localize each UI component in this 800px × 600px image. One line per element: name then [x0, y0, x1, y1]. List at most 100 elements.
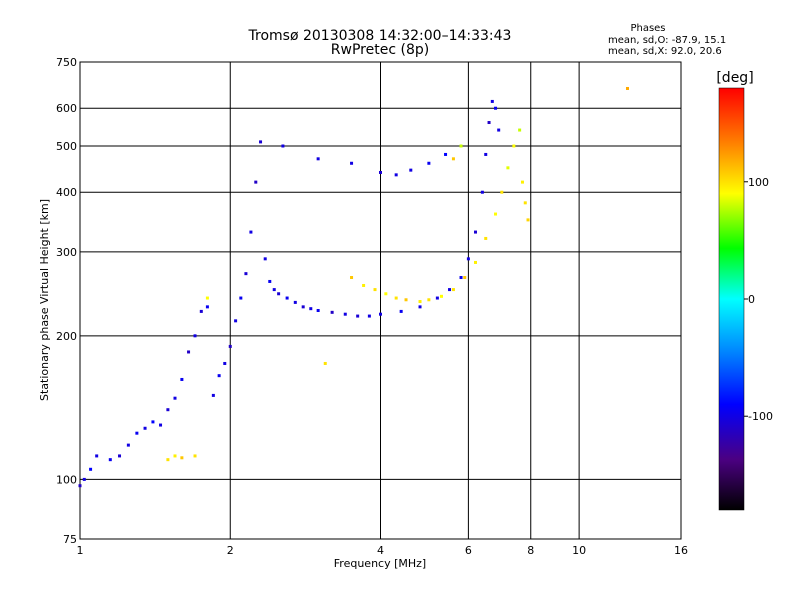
data-point-o — [272, 288, 276, 292]
data-point-x — [520, 180, 524, 184]
data-point-o — [249, 230, 253, 234]
data-point-o — [268, 279, 272, 283]
data-point-o — [497, 128, 501, 132]
data-point-o — [187, 350, 191, 354]
data-point-o — [293, 300, 297, 304]
x-tick-label: 8 — [527, 544, 534, 557]
data-point-x — [625, 86, 629, 90]
data-point-o — [151, 420, 155, 424]
stats-line-x: mean, sd,X: 92.0, 20.6 — [608, 46, 722, 57]
y-tick-label: 750 — [56, 56, 77, 69]
data-point-o — [330, 310, 334, 314]
data-point-o — [180, 377, 184, 381]
data-point-o — [435, 296, 439, 300]
y-axis-label: Stationary phase Virtual Height [km] — [38, 199, 51, 401]
stats-line-o: mean, sd,O: -87.9, 15.1 — [608, 35, 726, 46]
data-point-x — [512, 144, 516, 148]
data-point-x — [166, 458, 170, 462]
data-point-x — [373, 288, 377, 292]
y-tick-label: 400 — [56, 186, 77, 199]
data-point-o — [263, 257, 267, 261]
data-point-x — [484, 236, 488, 240]
x-tick-label: 4 — [377, 544, 384, 557]
chart-subtitle: RwPretec (8p) — [331, 42, 429, 58]
data-point-x — [518, 128, 522, 132]
plot-frame — [79, 61, 682, 540]
data-point-o — [259, 140, 263, 144]
data-point-x — [463, 276, 467, 280]
data-point-o — [281, 144, 285, 148]
colorbar-tick-label: 100 — [748, 176, 769, 189]
data-point-x — [494, 212, 498, 216]
data-point-o — [108, 458, 112, 462]
data-point-x — [451, 157, 455, 161]
data-point-o — [343, 312, 347, 316]
data-point-o — [448, 288, 452, 292]
data-point-x — [523, 201, 527, 205]
y-tick-label: 500 — [56, 140, 77, 153]
data-point-o — [89, 467, 93, 471]
x-tick-label: 1 — [77, 544, 84, 557]
data-point-o — [409, 168, 413, 172]
data-point-o — [444, 152, 448, 156]
data-point-o — [379, 170, 382, 174]
data-point-o — [135, 431, 139, 435]
data-point-o — [418, 305, 422, 309]
data-point-o — [399, 309, 403, 313]
y-tick-label: 600 — [56, 102, 77, 115]
data-point-o — [484, 152, 488, 156]
data-point-o — [494, 106, 498, 110]
data-point-o — [490, 99, 494, 103]
data-point-x — [404, 298, 408, 302]
data-point-x — [193, 454, 197, 458]
data-point-o — [379, 312, 382, 316]
grid-layer — [80, 62, 681, 539]
data-point-o — [199, 309, 203, 313]
x-tick-label: 6 — [465, 544, 472, 557]
data-point-o — [159, 423, 163, 427]
data-point-o — [254, 180, 258, 184]
colorbar-unit-label: [deg] — [716, 70, 753, 86]
colorbar — [718, 87, 745, 511]
data-point-o — [466, 257, 470, 261]
data-points — [78, 86, 629, 488]
data-point-x — [350, 276, 354, 280]
colorbar-tick-label: 0 — [748, 293, 755, 306]
data-point-o — [82, 477, 86, 481]
y-tick-label: 75 — [63, 533, 77, 546]
y-tick-label: 100 — [56, 473, 77, 486]
data-point-o — [166, 408, 170, 412]
data-point-o — [173, 396, 177, 400]
data-point-o — [78, 484, 82, 488]
data-point-o — [239, 296, 243, 300]
data-point-x — [440, 294, 444, 298]
data-point-o — [480, 190, 484, 194]
chart-title: Tromsø 20130308 14:32:00–14:33:43 — [248, 28, 512, 44]
y-tick-label: 300 — [56, 246, 77, 259]
data-point-x — [418, 300, 422, 304]
data-point-x — [205, 296, 209, 300]
data-point-o — [316, 157, 320, 161]
data-point-x — [500, 190, 504, 194]
x-tick-label: 2 — [227, 544, 234, 557]
x-tick-label: 16 — [674, 544, 688, 557]
data-point-o — [223, 361, 227, 365]
data-point-x — [427, 298, 431, 302]
data-point-o — [211, 393, 215, 397]
data-point-o — [356, 314, 360, 318]
colorbar-ticks: 100 0 -100 — [744, 176, 773, 423]
x-tick-labels: 1 2 4 6 8 10 16 — [77, 544, 689, 557]
data-point-o — [193, 334, 197, 338]
data-point-x — [451, 288, 455, 292]
data-point-x — [459, 144, 463, 148]
x-axis-label: Frequency [MHz] — [334, 557, 426, 570]
data-point-x — [180, 456, 184, 460]
data-point-o — [309, 307, 313, 311]
data-point-o — [228, 344, 232, 348]
y-tick-label: 200 — [56, 330, 77, 343]
data-point-o — [285, 296, 289, 300]
data-point-x — [384, 292, 388, 296]
data-point-o — [367, 314, 371, 318]
data-point-x — [394, 296, 398, 300]
data-point-o — [118, 454, 122, 458]
